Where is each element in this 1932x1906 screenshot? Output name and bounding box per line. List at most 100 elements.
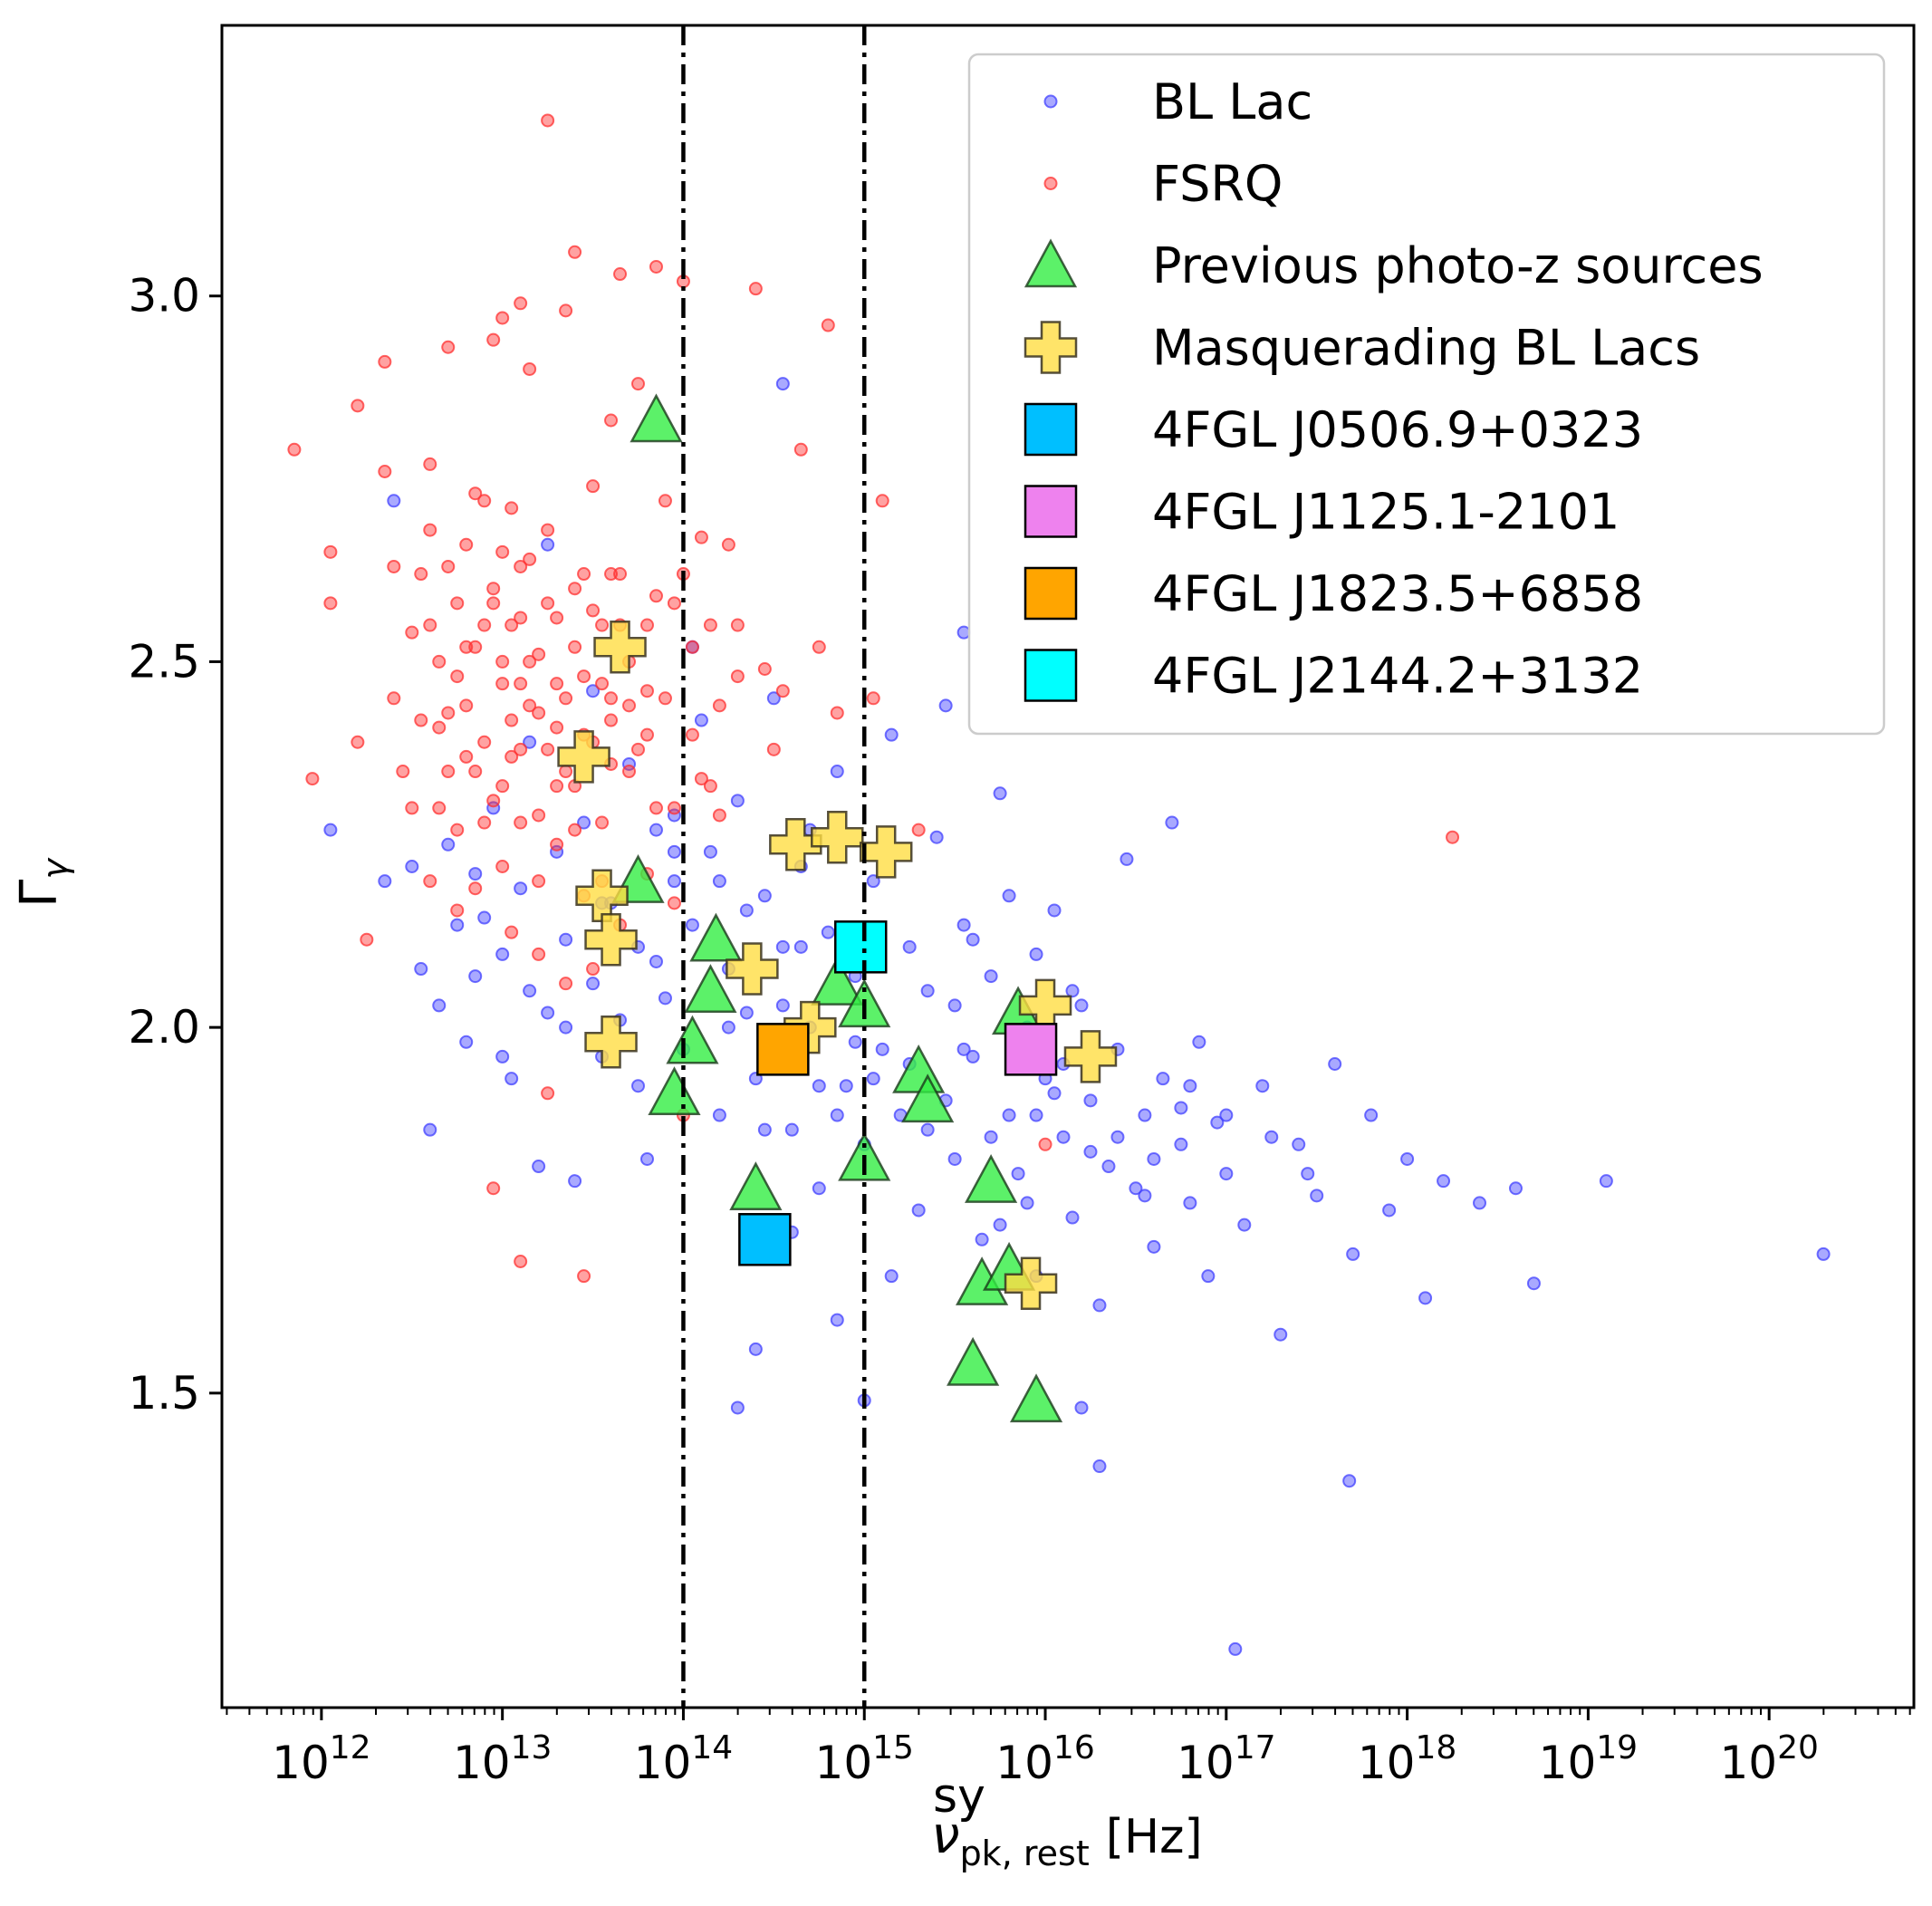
- data-point: [1274, 1327, 1288, 1342]
- data-point: [405, 625, 419, 640]
- data-point: [532, 808, 546, 823]
- data-point: [726, 942, 779, 996]
- legend-label: Previous photo-z sources: [1152, 237, 1764, 294]
- data-point: [1526, 1276, 1541, 1291]
- data-point: [360, 932, 374, 947]
- data-point: [584, 912, 638, 967]
- data-point: [441, 559, 456, 573]
- data-point: [757, 662, 772, 677]
- x-tick-exponent: 13: [511, 1729, 553, 1766]
- x-axis-label-unit: [Hz]: [1106, 1810, 1203, 1864]
- data-point: [441, 837, 456, 852]
- data-point: [532, 647, 546, 661]
- data-point: [514, 677, 528, 691]
- data-point: [586, 684, 601, 698]
- data-point: [1020, 1196, 1034, 1210]
- points-layer: [287, 113, 1831, 1656]
- data-point: [884, 727, 899, 742]
- data-point: [866, 691, 880, 706]
- data-point: [975, 1232, 989, 1247]
- data-point: [550, 720, 564, 735]
- x-tick-base: 10: [1719, 1737, 1777, 1789]
- legend-marker: [1043, 94, 1058, 109]
- data-point: [911, 823, 926, 837]
- data-point: [577, 567, 591, 582]
- x-tick-label: 1014: [634, 1729, 733, 1789]
- data-point: [1382, 1203, 1397, 1218]
- y-tick-label: 2.0: [128, 1001, 200, 1054]
- x-tick-exponent: 12: [330, 1729, 371, 1766]
- data-point: [1011, 1167, 1025, 1181]
- legend-entry: 4FGL J1125.1-2101: [1024, 484, 1620, 541]
- data-point: [514, 296, 528, 311]
- data-point: [993, 1218, 1007, 1232]
- data-point: [1065, 984, 1080, 998]
- data-point: [468, 881, 483, 896]
- data-point: [514, 559, 528, 573]
- data-point: [414, 962, 428, 977]
- x-tick-label: 1013: [453, 1729, 552, 1789]
- data-point: [514, 1254, 528, 1268]
- data-point: [848, 1035, 862, 1049]
- series-masquerading-bl-lacs: [557, 621, 1118, 1310]
- data-point: [450, 903, 465, 918]
- data-point: [423, 1122, 437, 1137]
- data-point: [712, 808, 726, 823]
- data-point: [1120, 852, 1134, 866]
- data-point: [639, 684, 654, 698]
- data-point: [459, 537, 474, 552]
- data-point: [984, 969, 998, 984]
- data-point: [305, 772, 320, 786]
- data-point: [684, 964, 737, 1013]
- data-point: [769, 818, 822, 871]
- y-axis-label-sub: γ: [35, 857, 75, 880]
- legend-label: FSRQ: [1152, 156, 1283, 213]
- data-point: [577, 1269, 591, 1284]
- data-point: [793, 442, 808, 457]
- data-point: [532, 1160, 546, 1174]
- data-point: [523, 984, 537, 998]
- data-point: [541, 523, 555, 537]
- data-point: [495, 779, 510, 794]
- data-point: [1004, 1023, 1058, 1076]
- data-point: [1038, 1137, 1053, 1151]
- data-point: [821, 318, 835, 332]
- data-point: [532, 706, 546, 720]
- x-tick-label: 1012: [272, 1729, 370, 1789]
- data-point: [405, 860, 419, 873]
- data-point: [748, 1342, 763, 1356]
- data-point: [1092, 1459, 1107, 1474]
- data-point: [1255, 1079, 1270, 1093]
- data-point: [559, 932, 573, 947]
- data-point: [830, 765, 844, 779]
- x-tick-exponent: 14: [691, 1729, 733, 1766]
- data-point: [721, 1020, 735, 1035]
- data-point: [1138, 1108, 1152, 1122]
- data-point: [541, 596, 555, 611]
- data-point: [766, 742, 781, 756]
- data-point: [514, 611, 528, 625]
- data-point: [757, 1122, 772, 1137]
- data-point: [414, 713, 428, 727]
- data-point: [287, 442, 302, 457]
- data-point: [468, 765, 483, 779]
- data-point: [1047, 903, 1062, 918]
- data-point: [1065, 1210, 1080, 1225]
- data-point: [468, 867, 483, 881]
- data-point: [541, 742, 555, 756]
- data-point: [1816, 1247, 1831, 1261]
- data-point: [505, 749, 519, 764]
- x-tick-label: 1020: [1719, 1729, 1818, 1789]
- data-point: [1002, 1108, 1016, 1122]
- data-point: [405, 801, 419, 815]
- legend-entry: Previous photo-z sources: [1024, 237, 1764, 294]
- data-point: [505, 925, 519, 939]
- data-point: [812, 640, 826, 654]
- legend: BL Lac FSRQ Previous photo-z sources Masque…: [967, 53, 1886, 736]
- data-point: [523, 361, 537, 376]
- data-point: [550, 677, 564, 691]
- legend-entry: BL Lac: [1043, 73, 1312, 130]
- data-point: [1183, 1079, 1197, 1093]
- data-point: [486, 794, 501, 808]
- data-point: [689, 912, 743, 962]
